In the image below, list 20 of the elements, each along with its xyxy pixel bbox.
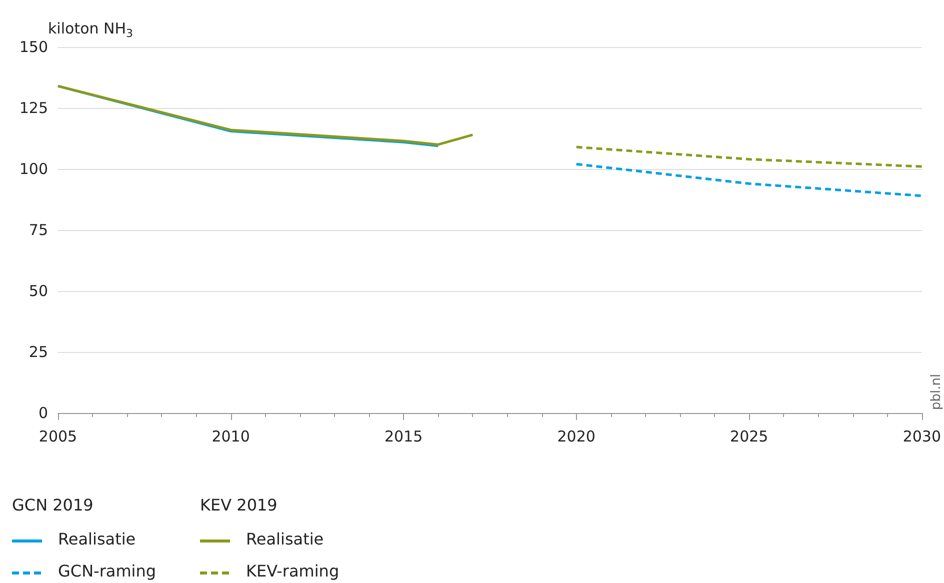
legend-label: KEV-raming (246, 562, 340, 580)
y-tick-label: 75 (28, 221, 48, 239)
legend-label: Realisatie (58, 530, 136, 548)
text: pbl.nl (929, 374, 944, 410)
y-tick-label: 100 (19, 160, 48, 178)
x-tick-label: 2020 (557, 428, 596, 446)
text: KEV 2019 (200, 496, 278, 514)
y-tick-label: 125 (19, 99, 48, 117)
legend-label: GCN-raming (58, 562, 156, 580)
text: GCN 2019 (12, 496, 94, 514)
y-tick-label: 150 (19, 38, 48, 56)
x-tick-label: 2005 (38, 428, 78, 446)
x-tick-label: 2025 (730, 428, 768, 446)
y-tick-label: 0 (38, 404, 48, 422)
y-tick-label: 25 (28, 343, 48, 361)
x-tick-label: 2010 (212, 428, 250, 446)
y-tick-label: 50 (28, 282, 48, 300)
x-tick-label: 2015 (384, 428, 423, 446)
x-tick-label: 2030 (902, 428, 942, 446)
legend-label: Realisatie (246, 530, 324, 548)
